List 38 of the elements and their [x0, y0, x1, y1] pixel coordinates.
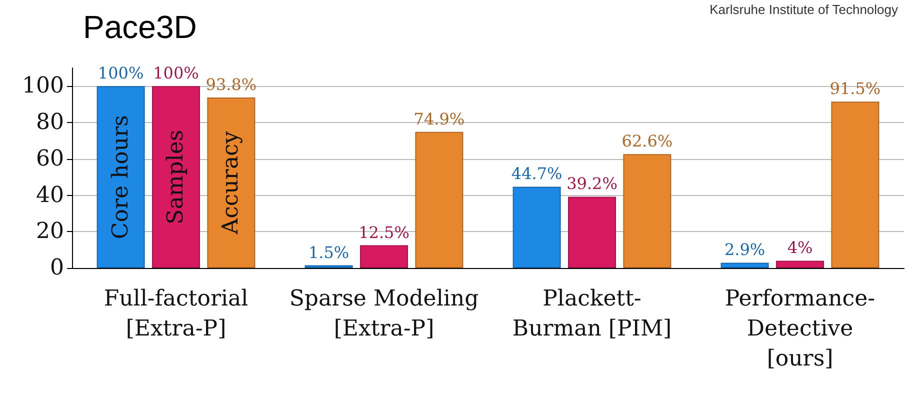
data-label: 93.8% [206, 74, 257, 94]
y-tick-label: 80 [36, 110, 64, 136]
y-tick-label: 60 [36, 146, 64, 172]
data-label: 4% [787, 238, 813, 258]
data-label: 74.9% [414, 109, 465, 128]
data-label: 100% [153, 64, 199, 83]
bar [152, 86, 200, 268]
chart-title: Pace3D [83, 9, 197, 45]
bar [720, 262, 769, 268]
bar [360, 245, 408, 268]
y-tick-label: 20 [36, 219, 64, 244]
data-label: 91.5% [830, 79, 881, 98]
y-tick-label: 100 [22, 74, 64, 99]
bar [831, 102, 880, 268]
data-label: 39.2% [566, 174, 618, 194]
bar [207, 97, 256, 268]
data-label: 12.5% [358, 222, 410, 242]
data-label: 62.6% [622, 132, 673, 151]
x-tick-label: Sparse Modeling [Extra-P] [289, 286, 479, 342]
x-tick-label: Full-factorial [Extra-P] [104, 286, 248, 342]
series-label: Core hours [108, 115, 134, 240]
y-tick-label: 0 [50, 256, 64, 280]
data-label: 2.9% [724, 240, 766, 260]
data-label: 44.7% [511, 164, 562, 184]
series-label: Accuracy [218, 130, 244, 236]
bar [96, 86, 145, 268]
bar [623, 154, 672, 268]
series-label: Samples [164, 130, 188, 224]
bar [512, 186, 561, 268]
bar [568, 196, 616, 268]
bar [415, 132, 464, 268]
x-tick-label: Plackett- Burman [PIM] [512, 286, 672, 342]
data-label: 1.5% [308, 242, 350, 262]
x-tick-label: Performance- Detective [ours] [724, 286, 876, 372]
data-label: 100% [98, 64, 144, 83]
text: Karlsruhe Institute of Technology [710, 2, 898, 17]
y-tick-label: 40 [36, 182, 64, 208]
bar [776, 260, 824, 268]
